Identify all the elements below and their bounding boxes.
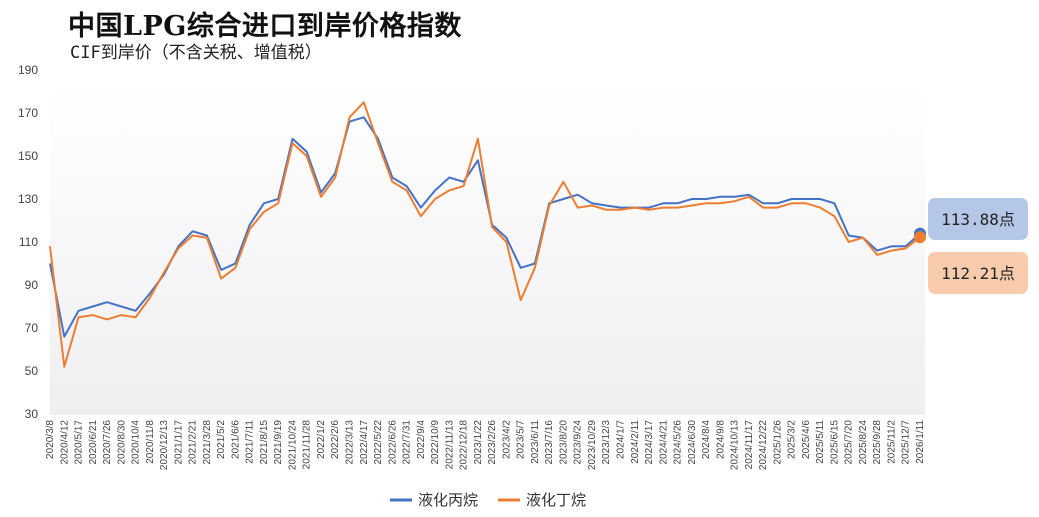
y-tick-label: 150 xyxy=(18,149,38,163)
x-tick-label: 2024/9/8 xyxy=(715,420,726,459)
x-tick-label: 2020/6/21 xyxy=(88,420,99,465)
series-line xyxy=(49,101,921,368)
x-tick-label: 2025/5/11 xyxy=(815,420,826,464)
y-tick-label: 70 xyxy=(25,321,39,335)
value-callout-label: 113.88点 xyxy=(941,210,1015,229)
x-tick-label: 2022/9/4 xyxy=(416,420,427,459)
x-tick-label: 2021/5/2 xyxy=(216,420,227,459)
end-point-marker xyxy=(914,231,926,244)
legend-label: 液化丙烷 xyxy=(418,491,478,509)
x-tick-label: 2020/7/26 xyxy=(102,420,113,465)
x-tick-label: 2020/8/30 xyxy=(116,420,127,465)
series-group xyxy=(49,101,921,368)
x-tick-label: 2024/8/4 xyxy=(701,420,712,459)
x-tick-label: 2022/11/13 xyxy=(444,420,455,470)
x-tick-label: 2024/5/26 xyxy=(673,420,684,465)
x-tick-label: 2021/10/24 xyxy=(287,420,298,470)
x-axis: 2020/3/8 2020/4/12 2020/5/17 2020/6/21 2020/… xyxy=(45,420,926,470)
x-tick-label: 2020/12/13 xyxy=(159,420,170,470)
x-tick-label: 2025/4/6 xyxy=(801,420,812,459)
x-tick-label: 2021/6/6 xyxy=(230,420,241,459)
x-tick-label: 2023/7/16 xyxy=(544,420,555,465)
x-tick-label: 2025/6/15 xyxy=(829,420,840,465)
y-tick-label: 130 xyxy=(18,192,38,206)
y-tick-label: 110 xyxy=(19,235,38,249)
x-tick-label: 2023/8/20 xyxy=(558,420,569,465)
x-tick-label: 2023/4/2 xyxy=(501,420,512,459)
x-tick-label: 2025/12/7 xyxy=(901,420,912,465)
x-tick-label: 2023/9/24 xyxy=(573,420,584,465)
x-tick-label: 2022/12/18 xyxy=(459,420,470,470)
x-tick-label: 2022/6/26 xyxy=(387,420,398,465)
y-tick-label: 30 xyxy=(25,407,39,421)
x-tick-label: 2020/5/17 xyxy=(74,420,85,465)
x-tick-label: 2024/4/21 xyxy=(658,420,669,465)
x-tick-label: 2021/9/19 xyxy=(273,420,284,465)
chart-title: 中国LPG综合进口到岸价格指数 xyxy=(68,11,462,42)
x-tick-label: 2021/11/28 xyxy=(302,420,313,470)
legend: 液化丙烷 液化丁烷 xyxy=(390,491,586,509)
x-tick-label: 2024/10/13 xyxy=(730,420,741,470)
x-tick-label: 2024/6/30 xyxy=(687,420,698,465)
x-tick-label: 2020/10/4 xyxy=(131,420,142,465)
x-tick-label: 2025/1/26 xyxy=(772,420,783,465)
legend-label: 液化丁烷 xyxy=(526,491,586,509)
x-tick-label: 2023/5/7 xyxy=(516,420,527,459)
x-tick-label: 2024/12/22 xyxy=(758,420,769,470)
x-tick-label: 2021/1/17 xyxy=(173,420,184,465)
y-tick-label: 170 xyxy=(18,106,38,120)
x-tick-label: 2026/1/11 xyxy=(915,420,926,464)
x-tick-label: 2022/4/17 xyxy=(359,420,370,465)
value-callout-box xyxy=(928,252,1028,294)
x-tick-label: 2024/11/17 xyxy=(744,420,755,470)
x-tick-label: 2025/8/24 xyxy=(858,420,869,465)
x-tick-label: 2021/7/11 xyxy=(245,420,256,464)
x-tick-label: 2020/11/8 xyxy=(145,420,156,464)
x-tick-label: 2023/12/3 xyxy=(601,420,612,465)
series-line xyxy=(49,116,921,338)
chart-subtitle: CIF到岸价（不含关税、增值税） xyxy=(70,43,322,63)
x-tick-label: 2023/10/29 xyxy=(587,420,598,470)
x-tick-label: 2020/4/12 xyxy=(59,420,70,465)
value-callout-label: 112.21点 xyxy=(941,264,1015,283)
x-tick-label: 2022/5/22 xyxy=(373,420,384,465)
y-tick-label: 90 xyxy=(25,278,39,292)
x-tick-label: 2023/2/26 xyxy=(487,420,498,465)
x-tick-label: 2025/7/20 xyxy=(844,420,855,465)
x-tick-label: 2022/1/2 xyxy=(316,420,327,459)
x-tick-label: 2025/9/28 xyxy=(872,420,883,465)
x-tick-label: 2024/3/17 xyxy=(644,420,655,465)
x-tick-label: 2023/1/22 xyxy=(473,420,484,465)
x-tick-label: 2025/3/2 xyxy=(787,420,798,459)
y-tick-label: 190 xyxy=(18,63,38,77)
x-tick-label: 2020/3/8 xyxy=(45,420,56,459)
callouts: 113.88点 112.21点 xyxy=(914,198,1028,294)
x-tick-label: 2021/3/28 xyxy=(202,420,213,465)
x-tick-label: 2021/8/15 xyxy=(259,420,270,465)
x-tick-label: 2024/1/7 xyxy=(615,420,626,459)
x-tick-label: 2023/6/11 xyxy=(530,420,541,464)
x-tick-label: 2025/11/2 xyxy=(886,420,897,464)
x-tick-label: 2022/3/13 xyxy=(345,420,356,465)
x-tick-label: 2022/10/9 xyxy=(430,420,441,465)
y-tick-label: 50 xyxy=(25,364,39,378)
x-tick-label: 2022/2/6 xyxy=(330,420,341,459)
value-callout-box xyxy=(928,198,1028,240)
plot-background xyxy=(50,85,925,415)
x-tick-label: 2024/2/11 xyxy=(630,420,641,464)
x-tick-label: 2021/2/21 xyxy=(188,420,199,465)
x-tick-label: 2022/7/31 xyxy=(402,420,413,465)
y-axis: 30 50 70 90 110 130 150 170 190 xyxy=(18,63,38,421)
